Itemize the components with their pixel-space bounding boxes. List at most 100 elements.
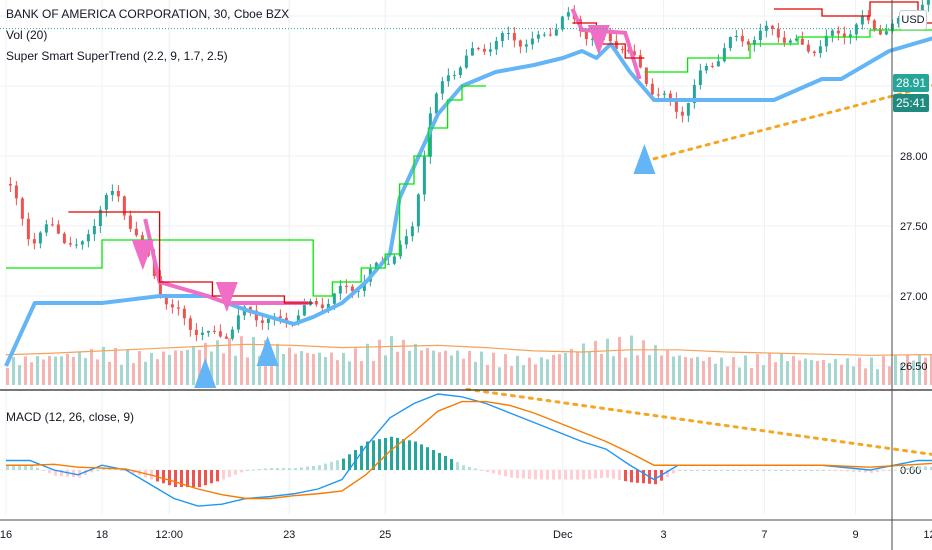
volume-bar [474,361,477,385]
candle-body [200,332,204,335]
candle-body [104,194,108,210]
macd-histogram-bar [792,470,795,471]
indicator-legend[interactable]: Super Smart SuperTrend (2.2, 9, 1.7, 2.5… [6,49,228,63]
volume-bar [858,357,861,385]
volume-bar [642,340,645,385]
candle-body [122,196,126,216]
macd-histogram-bar [546,470,549,480]
macd-histogram-bar [348,454,351,470]
currency-button[interactable]: USD [899,10,927,30]
volume-bar [174,350,177,385]
macd-histogram-bar [612,470,615,479]
volume-bar [516,355,519,385]
volume-bar [108,361,111,385]
volume-bar [234,355,237,385]
candle-body [530,38,534,45]
macd-histogram-bar [204,470,207,486]
volume-bar [732,357,735,385]
volume-bar [828,363,831,385]
volume-bar [768,353,771,385]
candle-body [548,34,552,36]
candle-body [206,330,210,333]
candle-body [134,228,138,236]
macd-histogram-bar [330,461,333,470]
candle-body [860,16,864,25]
volume-bar [462,358,465,385]
candle-body [644,67,648,84]
volume-bar [480,351,483,385]
volume-bar [744,355,747,385]
macd-histogram-bar [336,460,339,470]
volume-bar [672,356,675,385]
candle-body [422,156,426,195]
macd-histogram-bar [306,466,309,470]
candle-body [344,285,348,287]
volume-bar [306,353,309,385]
candle-body [686,103,690,116]
macd-histogram-bar [900,468,903,470]
macd-histogram-bar [852,470,855,472]
volume-bar [582,343,585,385]
macd-histogram-bar [48,470,51,474]
volume-bar [726,366,729,385]
macd-histogram-bar [228,470,231,478]
macd-histogram-bar [288,468,291,470]
volume-bar [624,357,627,385]
candle-body [158,276,162,295]
volume-bar [510,366,513,385]
volume-bar [414,343,417,385]
volume-bar [492,352,495,385]
macd-histogram-bar [846,470,849,472]
time-tick-label: 9 [853,529,859,541]
macd-histogram-bar [696,470,699,471]
macd-histogram-bar [708,470,711,471]
candle-body [260,320,264,323]
candle-body [182,308,186,319]
candle-body [560,16,564,30]
smart-band-blue-line [4,36,932,367]
candle-body [116,191,120,197]
macd-histogram-bar [168,470,171,486]
macd-histogram-bar [744,470,747,471]
candle-body [680,111,684,116]
macd-tick-label: 0.00 [900,465,921,477]
volume-bar [12,357,15,385]
candle-body [482,48,486,52]
volume-bar [630,335,633,385]
macd-histogram-bar [528,470,531,480]
volume-bar [804,358,807,385]
candle-body [458,67,462,76]
macd-histogram-bar [618,470,621,480]
candle-body [320,304,324,309]
macd-legend[interactable]: MACD (12, 26, close, 9) [6,410,135,424]
macd-histogram-bar [486,470,489,472]
volume-bar [882,356,885,385]
macd-histogram-bar [918,466,921,470]
volume-bar [810,360,813,385]
candle-body [668,93,672,100]
volume-bar [690,358,693,385]
candle-body [68,243,72,245]
macd-histogram-bar [876,470,879,473]
volume-bar [246,357,249,385]
volume-bar [738,367,741,385]
volume-bar [258,355,261,385]
macd-line [6,393,932,507]
volume-bar [708,357,711,385]
candle-body [674,99,678,112]
volume-bar [852,366,855,385]
volume-bar [522,365,525,385]
volume-bar [792,356,795,385]
macd-histogram-bar [636,470,639,483]
candle-body [470,48,474,56]
volume-bar [78,351,81,385]
candle-body [590,38,594,40]
volume-bar [666,350,669,385]
macd-histogram-bar [162,470,165,484]
volume-bar [156,359,159,385]
volume-bar [66,353,69,385]
volume-bar [678,355,681,385]
candle-body [392,256,396,264]
volume-legend[interactable]: Vol (20) [6,28,48,42]
